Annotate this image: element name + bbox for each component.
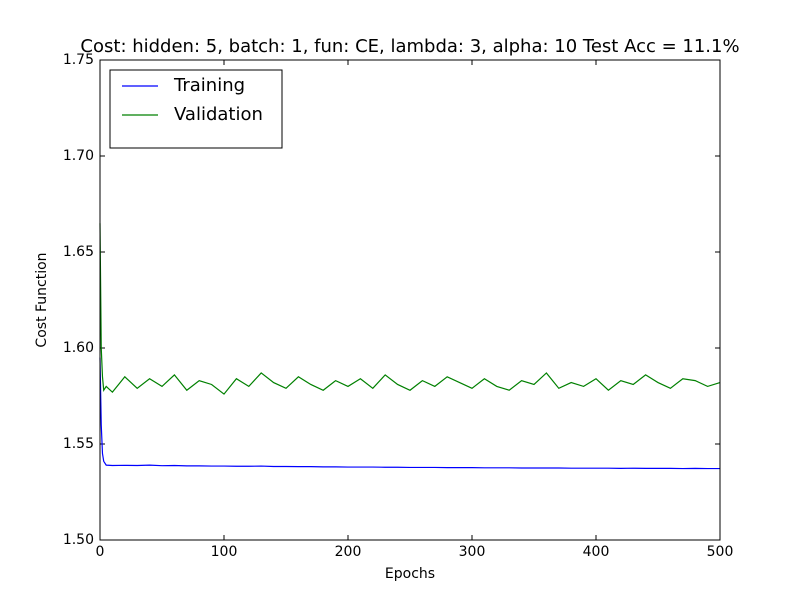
x-tick-label: 100	[211, 544, 238, 560]
x-tick-label: 500	[707, 544, 734, 560]
legend-box	[109, 69, 283, 149]
y-tick-label: 1.55	[63, 436, 94, 452]
y-tick-label: 1.60	[63, 340, 94, 356]
y-tick-label: 1.70	[63, 148, 94, 164]
legend-label: Validation	[174, 104, 263, 125]
x-tick-label: 0	[96, 544, 105, 560]
x-tick-label: 300	[459, 544, 486, 560]
y-tick-label: 1.65	[63, 244, 94, 260]
y-axis-label: Cost Function	[34, 252, 50, 347]
legend-label: Training	[173, 75, 245, 96]
x-tick-label: 200	[335, 544, 362, 560]
x-axis-label: Epochs	[385, 566, 435, 582]
x-tick-label: 400	[583, 544, 610, 560]
series-line	[99, 357, 720, 470]
plot-frame	[99, 59, 721, 541]
series-line	[99, 223, 721, 395]
chart-title: Cost: hidden: 5, batch: 1, fun: CE, lamb…	[80, 36, 739, 57]
y-tick-label: 1.50	[63, 532, 94, 548]
y-tick-label: 1.75	[63, 52, 94, 68]
